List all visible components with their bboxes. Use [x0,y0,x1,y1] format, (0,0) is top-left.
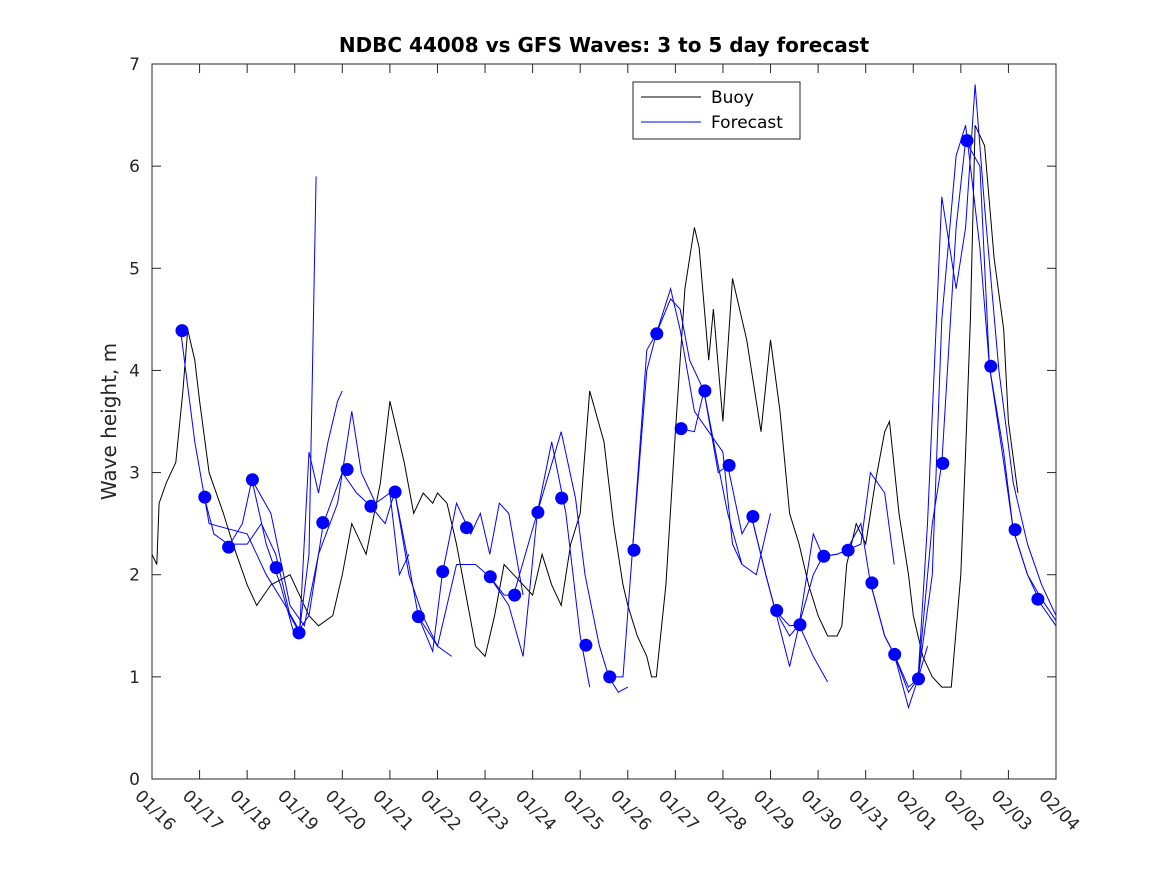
forecast-marker [388,485,402,499]
y-axis-label: Wave height, m [97,343,121,500]
forecast-marker [198,490,212,504]
forecast-marker [292,626,306,640]
forecast-marker [411,610,425,624]
forecast-marker [316,516,330,530]
forecast-marker [364,499,378,513]
forecast-marker [722,458,736,472]
forecast-line-5 [394,491,524,654]
forecast-marker [984,359,998,373]
forecast-marker [770,604,784,617]
y-tick-label: 0 [129,770,140,790]
forecast-line-15 [917,125,1056,679]
forecast-marker [175,324,189,338]
forecast-marker [698,384,712,398]
y-tick-label: 6 [129,157,140,177]
forecast-marker [793,618,807,632]
forecast-marker [960,134,974,148]
forecast-marker [269,561,283,575]
legend-box [632,81,801,140]
forecast-marker [1008,523,1022,537]
chart-title: NDBC 44008 vs GFS Waves: 3 to 5 day fore… [339,33,870,57]
forecast-line-4 [251,471,452,657]
forecast-marker [531,505,545,519]
forecast-marker [603,670,617,684]
forecast-marker [674,422,688,436]
forecast-marker [865,576,879,590]
forecast-marker [936,456,950,470]
buoy-line [152,125,1019,688]
forecast-marker [508,588,522,602]
legend-label-forecast: Forecast [711,113,783,133]
forecast-marker [340,463,354,476]
forecast-marker [746,510,760,523]
series-layer [152,84,1056,710]
y-tick-label: 3 [129,464,140,484]
forecast-marker [245,473,259,487]
forecast-marker [1031,592,1045,606]
forecast-line-1 [180,176,317,633]
y-tick-label: 2 [129,566,140,586]
legend: Buoy Forecast [632,81,801,140]
forecast-marker [627,543,641,557]
y-tick-label: 7 [129,55,140,75]
y-tick-label: 5 [129,259,140,279]
forecast-marker [436,565,450,579]
forecast-line-12 [774,522,928,688]
forecast-marker [483,570,497,584]
forecast-marker [912,672,925,686]
forecast-marker [650,327,664,341]
forecast-marker [555,491,569,505]
forecast-marker [888,647,902,661]
y-tick-label: 4 [129,361,140,381]
axes-box [151,63,1057,780]
forecast-line-14 [893,84,1056,710]
y-tick-label: 1 [129,668,140,688]
legend-label-buoy: Buoy [711,88,754,108]
forecast-marker [841,543,855,557]
forecast-line-6 [417,441,591,688]
forecast-marker [817,549,831,563]
forecast-marker [579,638,593,652]
forecast-marker [460,521,473,535]
forecast-marker [222,540,236,554]
